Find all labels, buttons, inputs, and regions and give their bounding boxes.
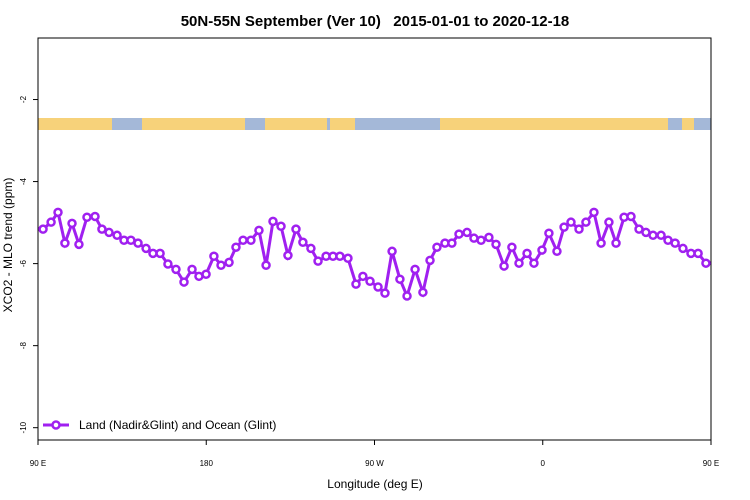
data-point — [90, 211, 100, 222]
data-point — [484, 232, 494, 243]
data-point — [604, 217, 614, 227]
data-point — [313, 256, 323, 266]
legend-marker — [51, 420, 61, 430]
data-point — [432, 242, 442, 252]
data-point — [133, 238, 143, 248]
data-point — [261, 260, 271, 271]
data-point — [38, 224, 48, 234]
data-point — [268, 216, 278, 227]
data-point — [552, 246, 562, 257]
data-point — [529, 258, 539, 268]
data-point — [46, 217, 56, 227]
data-point — [53, 207, 63, 218]
data-point — [335, 251, 345, 261]
data-point — [283, 250, 293, 261]
data-point — [454, 229, 464, 239]
data-point — [246, 235, 256, 245]
data-point — [544, 228, 554, 239]
data-point — [701, 258, 711, 268]
data-point — [566, 217, 576, 227]
data-point — [537, 245, 547, 255]
data-point — [201, 269, 211, 280]
chart-title: 50N-55N September (Ver 10) 2015-01-01 to… — [181, 13, 570, 30]
data-point — [343, 253, 353, 264]
y-axis-label: XCO2 - MLO trend (ppm) — [1, 178, 15, 313]
data-point — [656, 230, 666, 241]
legend-label: Land (Nadir&Glint) and Ocean (Glint) — [79, 418, 276, 432]
data-point — [380, 288, 390, 298]
data-point — [395, 274, 405, 284]
data-point — [693, 248, 703, 259]
data-point — [187, 264, 197, 275]
data-point — [276, 221, 286, 232]
x-tick-label: 180 — [200, 459, 214, 468]
data-point — [402, 291, 412, 301]
data-point — [410, 264, 420, 275]
data-point — [306, 243, 316, 254]
data-point — [60, 238, 70, 248]
data-point — [216, 260, 226, 271]
y-tick-label: -2 — [19, 95, 28, 103]
data-point — [82, 212, 92, 223]
data-point — [365, 276, 375, 287]
data-point — [418, 287, 428, 298]
data-point — [574, 224, 584, 234]
data-point — [648, 230, 658, 241]
data-point — [373, 282, 383, 292]
x-axis-label: Longitude (deg E) — [327, 477, 422, 491]
data-point — [209, 251, 219, 261]
data-point — [112, 230, 122, 241]
data-point — [231, 242, 241, 252]
data-point — [298, 237, 308, 248]
data-point — [141, 243, 151, 254]
data-point — [358, 271, 368, 282]
x-tick-label: 90 W — [365, 459, 384, 468]
y-tick-label: -4 — [19, 177, 28, 185]
data-point — [254, 225, 264, 236]
land-ocean-strip — [38, 118, 711, 130]
data-point — [291, 224, 301, 234]
data-point — [589, 207, 599, 218]
data-point — [507, 242, 517, 252]
y-tick-label: -8 — [19, 342, 28, 350]
data-point — [74, 239, 84, 250]
data-point — [238, 235, 248, 245]
y-tick-label: -6 — [19, 260, 28, 268]
data-point — [491, 239, 501, 250]
x-tick-label: 90 E — [30, 459, 46, 468]
data-point — [476, 235, 486, 245]
data-point — [224, 257, 234, 268]
data-point — [97, 224, 107, 234]
x-tick-label: 0 — [541, 459, 546, 468]
data-point — [387, 246, 397, 257]
data-point — [104, 227, 114, 238]
data-point — [462, 227, 472, 238]
data-point — [67, 218, 77, 229]
data-point — [670, 238, 680, 248]
data-point — [522, 248, 532, 259]
data-point — [626, 211, 636, 222]
y-tick-label: -10 — [19, 421, 28, 433]
data-point — [499, 261, 509, 271]
data-point — [179, 277, 189, 287]
data-point — [559, 222, 569, 232]
data-point — [581, 217, 591, 227]
x-tick-label: 90 E — [703, 459, 719, 468]
data-point — [163, 259, 173, 269]
data-point — [447, 238, 457, 248]
data-point — [425, 255, 435, 266]
data-point — [171, 264, 181, 275]
data-point — [155, 248, 165, 259]
data-point — [596, 238, 606, 248]
data-point — [611, 238, 621, 248]
data-point — [678, 243, 688, 254]
data-point — [351, 279, 361, 289]
data-point — [514, 258, 524, 268]
